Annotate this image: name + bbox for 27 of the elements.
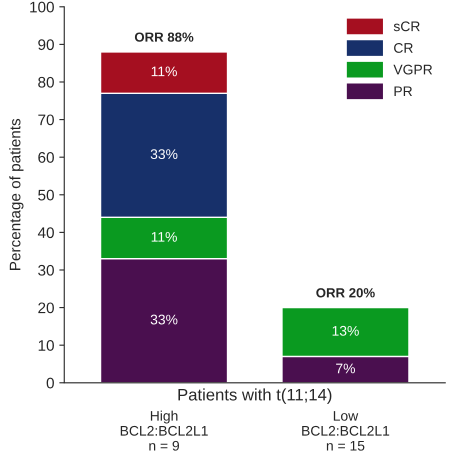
legend-label: PR: [394, 86, 412, 96]
data-label: 7%: [336, 364, 355, 374]
legend-label: CR: [394, 43, 413, 53]
data-label: 13%: [332, 326, 359, 336]
legend-label: sCR: [394, 21, 420, 32]
y-tick-label: 90: [38, 39, 54, 50]
total-label: ORR 88%: [134, 32, 194, 42]
y-tick-label: 10: [38, 340, 54, 351]
y-tick-label: 20: [38, 302, 54, 314]
data-label: 11%: [152, 66, 177, 76]
total-label: ORR 20%: [316, 288, 375, 298]
y-tick-label: 30: [38, 264, 54, 276]
x-tick-label: Low BCL2:BCL2L1 n = 15: [302, 411, 390, 451]
data-label: 33%: [150, 314, 178, 324]
y-tick-label: 100: [30, 2, 54, 12]
x-tick-label: High BCL2:BCL2L1 n = 9: [120, 410, 208, 451]
y-tick-label: 70: [38, 114, 54, 126]
data-label: 11%: [152, 232, 177, 242]
y-tick-label: 40: [38, 227, 54, 238]
y-tick-label: 60: [38, 152, 54, 163]
y-tick-label: 80: [38, 76, 54, 88]
data-label: 33%: [150, 149, 178, 160]
y-tick-label: 50: [38, 190, 54, 200]
y-tick-label: 0: [46, 378, 54, 388]
x-axis-title: Patients with t(11;14): [178, 388, 332, 404]
legend-label: VGPR: [393, 64, 432, 74]
y-axis-title: Percentage of patients: [9, 118, 24, 270]
